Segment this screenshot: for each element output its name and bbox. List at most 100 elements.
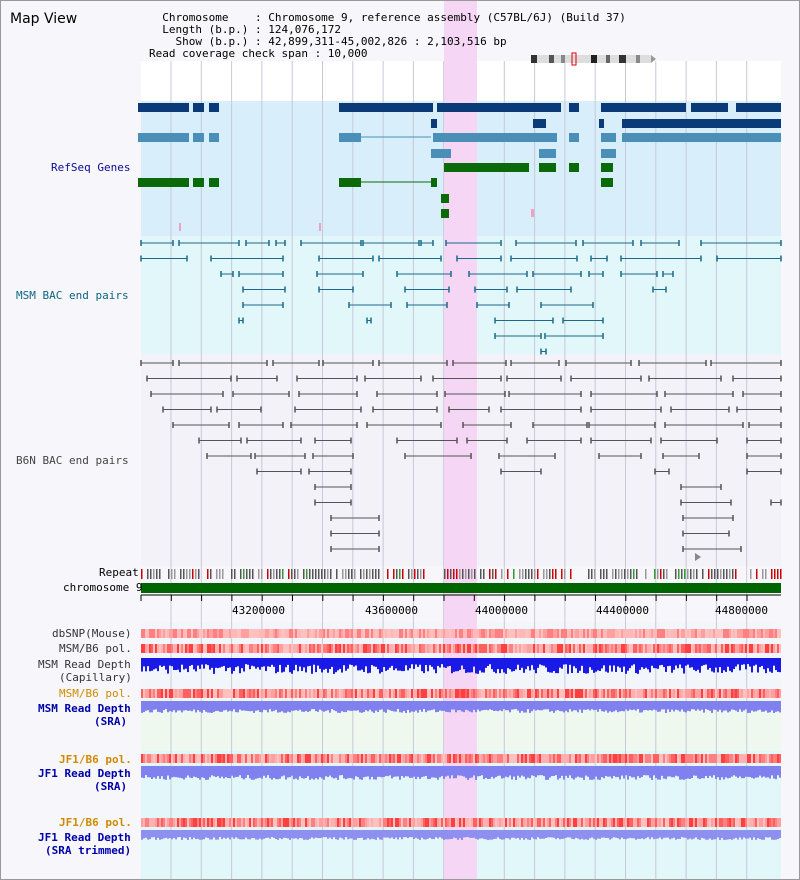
depth-bar	[395, 830, 397, 838]
heat-cell	[421, 644, 423, 653]
depth-bar	[693, 701, 695, 710]
heat-cell	[365, 644, 367, 653]
heat-cell	[677, 818, 679, 827]
depth-bar	[213, 766, 215, 777]
depth-bar	[521, 830, 523, 838]
heat-cell	[361, 754, 363, 763]
heat-cell	[307, 754, 309, 763]
heat-cell	[479, 754, 481, 763]
heat-cell	[177, 644, 179, 653]
depth-bar	[305, 658, 307, 673]
heat-cell	[325, 818, 327, 827]
depth-bar	[677, 658, 679, 669]
heat-cell	[499, 689, 501, 698]
depth-bar	[577, 766, 579, 777]
repeat-mark	[555, 569, 557, 579]
depth-bar	[599, 830, 601, 839]
heat-cell	[547, 629, 549, 638]
depth-bar	[549, 766, 551, 778]
heat-cell	[431, 818, 433, 827]
heat-cell	[191, 754, 193, 763]
depth-bar	[667, 766, 669, 777]
heat-cell	[577, 629, 579, 638]
track-label-b6n-bac[interactable]: B6N BAC end pairs	[16, 454, 129, 467]
repeat-mark	[714, 569, 716, 579]
depth-bar	[289, 701, 291, 713]
depth-bar	[181, 766, 183, 779]
heat-cell	[415, 644, 417, 653]
heat-cell	[629, 644, 631, 653]
depth-bar	[181, 701, 183, 713]
heat-cell	[683, 689, 685, 698]
heat-cell	[643, 629, 645, 638]
depth-bar	[205, 766, 207, 780]
heat-cell	[157, 754, 159, 763]
depth-bar	[525, 830, 527, 839]
track-label-jf1-b6-pol-2[interactable]: JF1/B6 pol.	[59, 816, 132, 829]
heat-cell	[745, 818, 747, 827]
track-label-refseq[interactable]: RefSeq Genes	[51, 161, 131, 174]
track-label-msm-depth-sra[interactable]: MSM Read Depth	[38, 702, 131, 715]
heat-cell	[385, 689, 387, 698]
heat-cell	[277, 644, 279, 653]
heat-cell	[723, 629, 725, 638]
heat-cell	[579, 689, 581, 698]
heat-cell	[377, 754, 379, 763]
track-label-jf1-depth-trimmed[interactable]: JF1 Read Depth	[38, 831, 131, 844]
track-label-jf1-b6-pol-1[interactable]: JF1/B6 pol.	[59, 753, 132, 766]
depth-bar	[401, 658, 403, 672]
track-label-msm-b6-pol-2[interactable]: MSM/B6 pol.	[59, 687, 132, 700]
heat-cell	[467, 754, 469, 763]
heat-cell	[473, 689, 475, 698]
axis-tick-label: 43200000	[232, 604, 285, 617]
heat-cell	[417, 689, 419, 698]
depth-bar	[503, 766, 505, 778]
track-label-msm-b6-pol-1[interactable]: MSM/B6 pol.	[59, 642, 132, 655]
depth-bar	[317, 701, 319, 712]
depth-bar	[359, 701, 361, 713]
track-label-msm-bac[interactable]: MSM BAC end pairs	[16, 289, 129, 302]
track-label-dbsnp[interactable]: dbSNP(Mouse)	[52, 627, 132, 640]
heat-cell	[399, 629, 401, 638]
heat-cell	[465, 644, 467, 653]
gene-exon	[138, 133, 189, 142]
track-label-msm-depth-capillary[interactable]: MSM Read Depth	[38, 658, 131, 671]
heat-cell	[741, 689, 743, 698]
heat-cell	[459, 754, 461, 763]
repeat-mark	[207, 569, 209, 579]
heat-cell	[229, 644, 231, 653]
heat-cell	[619, 818, 621, 827]
heat-cell	[335, 629, 337, 638]
heat-cell	[217, 629, 219, 638]
repeat-mark	[408, 569, 410, 579]
depth-bar	[499, 766, 501, 776]
heat-cell	[441, 629, 443, 638]
heat-cell	[589, 629, 591, 638]
depth-bar	[171, 658, 173, 667]
depth-bar	[697, 766, 699, 779]
depth-bar	[177, 701, 179, 711]
heat-cell	[457, 754, 459, 763]
depth-bar	[565, 658, 567, 665]
heat-cell	[267, 644, 269, 653]
depth-bar	[755, 830, 757, 840]
depth-bar	[409, 701, 411, 713]
depth-bar	[763, 830, 765, 840]
heat-cell	[365, 818, 367, 827]
heat-cell	[579, 754, 581, 763]
depth-bar	[397, 766, 399, 777]
heat-cell	[549, 689, 551, 698]
track-label-jf1-depth-sra[interactable]: JF1 Read Depth	[38, 767, 131, 780]
heat-cell	[409, 629, 411, 638]
depth-bar	[245, 766, 247, 778]
heat-cell	[371, 644, 373, 653]
track-label-repeat[interactable]: Repeat	[99, 566, 139, 579]
heat-cell	[727, 818, 729, 827]
depth-bar	[607, 701, 609, 713]
repeat-mark	[396, 569, 398, 579]
depth-bar	[325, 701, 327, 711]
heat-cell	[237, 754, 239, 763]
depth-bar	[651, 658, 653, 666]
heat-cell	[275, 644, 277, 653]
